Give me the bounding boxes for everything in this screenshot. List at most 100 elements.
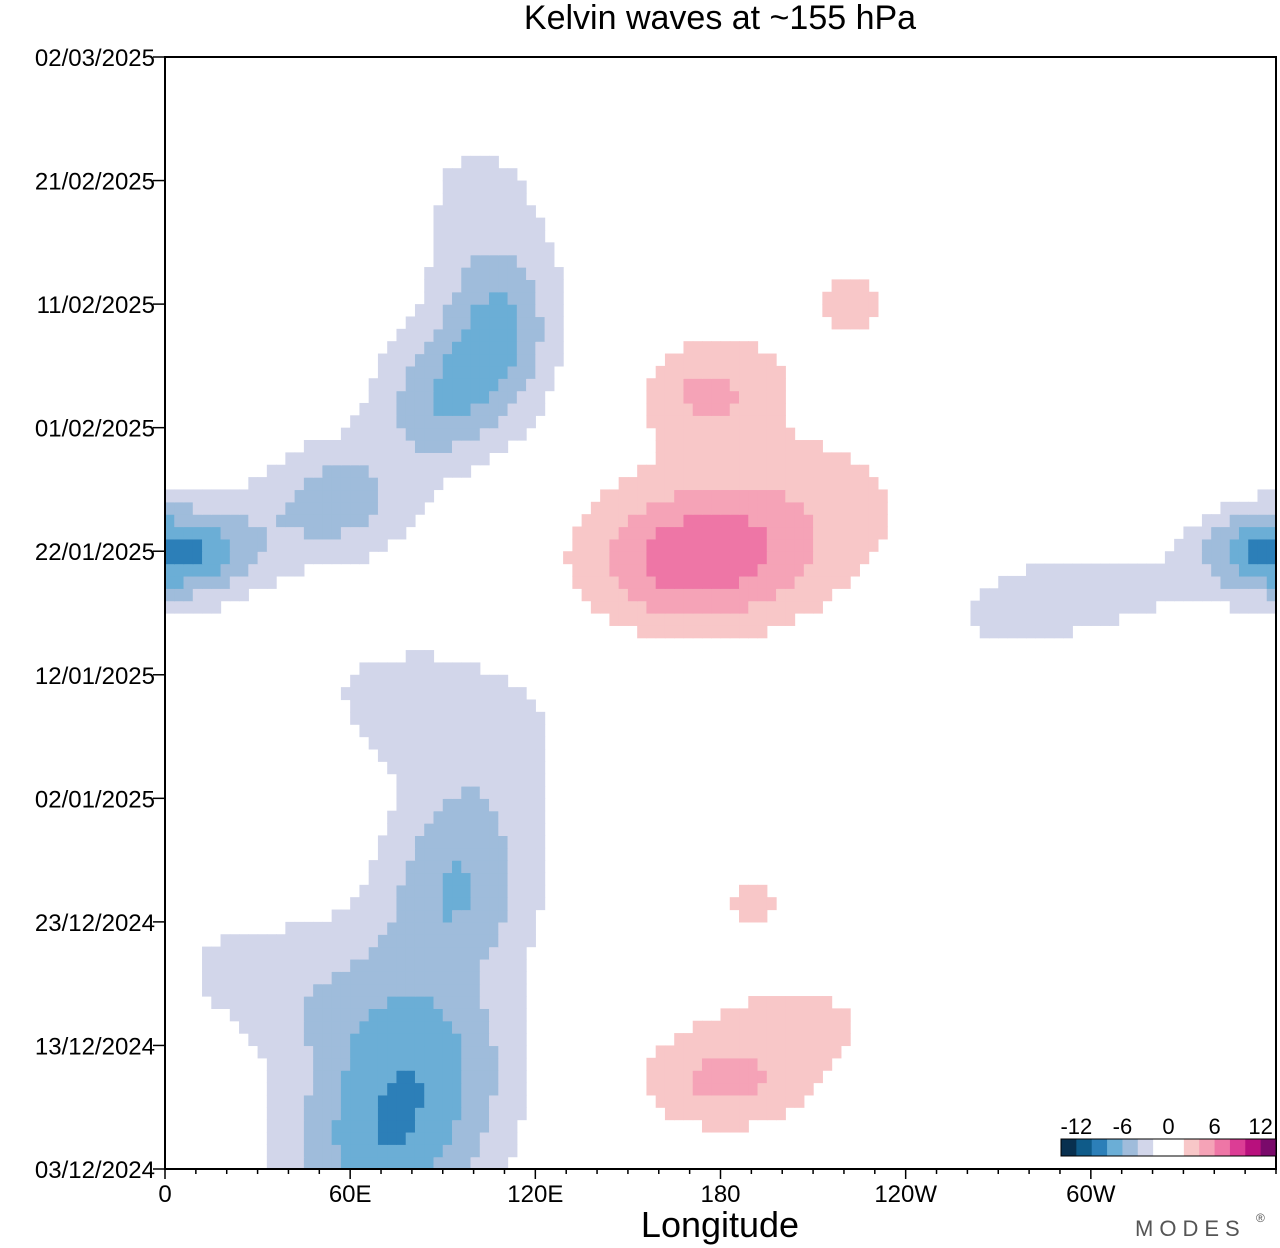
field-cell [396,897,407,911]
field-cell [229,575,240,589]
field-cell [396,365,407,379]
field-cell [516,823,527,836]
field-cell [646,1057,657,1071]
field-cell [526,724,536,738]
field-cell [433,378,444,392]
field-cell [303,1008,314,1022]
field-cell [461,1057,472,1071]
field-cell [1174,563,1185,577]
field-cell [368,921,379,935]
field-cell [794,600,805,614]
field-cell [368,996,379,1009]
field-cell [600,551,610,565]
field-cell [701,526,712,540]
field-cell [405,958,416,972]
field-cell [211,971,222,985]
field-cell [748,884,759,898]
field-cell [285,1082,296,1096]
field-cell [785,1008,796,1022]
field-cell [285,1008,296,1022]
field-cell [331,983,342,997]
field-cell [701,613,712,626]
field-cell [720,378,731,392]
field-cell [701,538,712,552]
field-cell [489,1082,499,1096]
field-cell [433,934,444,948]
field-cell [266,958,277,972]
field-cell [739,1082,749,1096]
field-cell [1257,501,1268,515]
field-cell [461,192,472,206]
field-cell [831,452,842,466]
field-cell [720,1094,731,1108]
field-cell [350,1045,361,1059]
field-cell [785,1057,796,1071]
field-cell [368,711,379,725]
field-cell [470,748,481,762]
field-cell [424,304,435,318]
field-cell [683,1033,694,1047]
field-cell [544,291,555,305]
field-cell [489,192,499,206]
field-cell [776,1033,786,1047]
field-cell [313,514,323,528]
field-cell [414,996,425,1009]
field-cell [479,1144,490,1158]
field-cell [192,575,203,589]
field-cell [692,378,703,392]
field-cell [192,538,203,552]
field-cell [368,971,379,985]
field-cell [535,353,546,367]
field-cell [581,514,592,528]
field-cell [470,736,481,750]
field-cell [692,563,703,577]
field-cell [748,1107,759,1121]
field-cell [1248,551,1259,565]
field-cell [618,501,629,515]
field-cell [461,341,472,355]
field-cell [359,1008,370,1022]
colorbar-swatch [1214,1139,1231,1156]
field-cell [766,464,777,478]
field-cell [387,464,398,478]
field-cell [526,699,536,713]
field-cell [1220,501,1231,515]
field-cell [331,1070,342,1084]
field-cell [507,1008,518,1022]
field-cell [442,983,453,997]
field-cell [516,1033,527,1047]
field-cell [489,402,499,416]
field-cell [377,921,388,935]
field-cell [998,575,1009,589]
field-cell [683,551,694,565]
field-cell [831,514,842,528]
field-cell [498,328,509,342]
field-cell [220,526,231,540]
field-cell [739,884,749,898]
field-cell [877,501,888,515]
field-cell [377,662,388,676]
field-cell [655,563,666,577]
field-cell [414,1082,425,1096]
field-cell [1044,575,1055,589]
field-cell [535,724,546,738]
field-cell [840,575,851,589]
field-cell [516,341,527,355]
field-cell [424,798,435,812]
field-cell [276,501,286,515]
field-cell [729,390,740,404]
field-cell [350,711,361,725]
field-cell [322,464,333,478]
field-cell [470,835,481,849]
field-cell [257,526,268,540]
field-cell [692,625,703,639]
field-cell [674,378,685,392]
field-cell [683,600,694,614]
field-cell [377,402,388,416]
field-cell [368,1057,379,1071]
field-cell [396,674,407,688]
field-cell [183,575,194,589]
field-cell [757,526,768,540]
field-cell [294,452,305,466]
field-cell [526,884,536,898]
